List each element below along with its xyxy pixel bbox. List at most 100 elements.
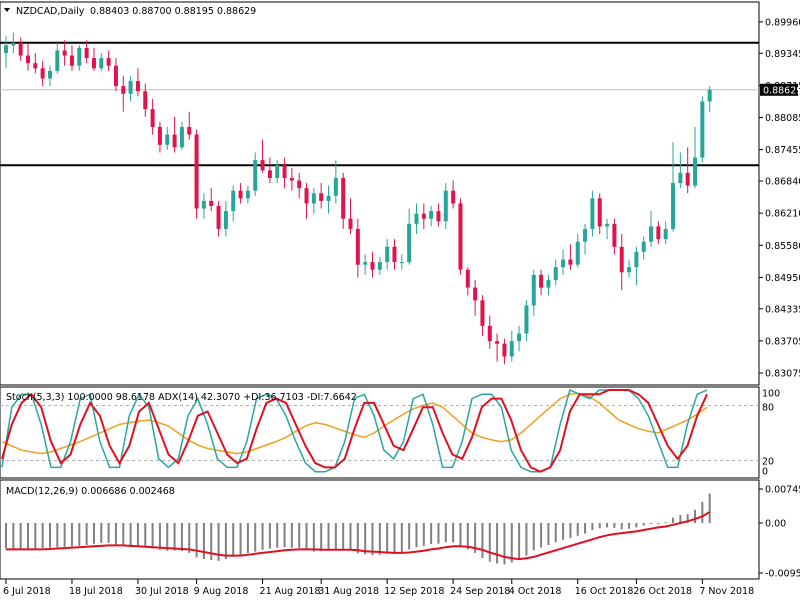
candle-body: [421, 213, 426, 219]
macd-histogram-bar: [356, 523, 359, 554]
candle-body: [238, 190, 243, 199]
macd-histogram-bar: [547, 523, 550, 545]
macd-histogram-bar: [188, 523, 191, 553]
time-tick-label: 26 Oct 2018: [633, 586, 692, 597]
candle-body: [267, 170, 272, 178]
candle: [370, 251, 375, 278]
macd-histogram-bar: [598, 523, 601, 529]
price-panel[interactable]: NZDCAD,Daily 0.88403 0.88700 0.88195 0.8…: [0, 1, 760, 386]
candle-body: [69, 55, 74, 66]
candle-body: [311, 193, 316, 204]
macd-panel[interactable]: MACD(12,26,9) 0.006686 0.002468: [0, 479, 760, 580]
candle-body: [414, 213, 419, 224]
candle: [150, 98, 155, 135]
candle: [385, 239, 390, 270]
candle: [238, 183, 243, 204]
candle-body: [502, 343, 507, 357]
candle-body: [487, 325, 492, 342]
candle: [590, 190, 595, 237]
candle: [495, 333, 500, 362]
macd-histogram-bar: [202, 523, 205, 560]
macd-histogram-bar: [173, 523, 176, 551]
stoch-axis-ticks: 100 80 200: [762, 389, 780, 478]
candle: [40, 60, 45, 87]
candle: [216, 200, 221, 237]
macd-histogram-bar: [224, 523, 227, 560]
candle-body: [531, 274, 536, 306]
time-tick-label: 21 Aug 2018: [260, 586, 321, 597]
candle-body: [341, 177, 346, 219]
candle-body: [568, 259, 573, 265]
candle: [429, 205, 434, 227]
candle-body: [480, 300, 485, 326]
horizontal-levels[interactable]: [0, 41, 759, 167]
candle: [341, 172, 346, 229]
candle: [465, 267, 470, 296]
macd-tick-label: 0.007459: [765, 485, 800, 496]
macd-histogram-bar: [620, 523, 623, 530]
candle: [319, 183, 324, 209]
candle-body: [370, 262, 375, 270]
macd-histogram-bar: [393, 523, 396, 554]
candle: [524, 300, 529, 342]
macd-histogram-bar: [510, 523, 513, 563]
candle: [275, 160, 280, 184]
macd-histogram-bar: [151, 523, 154, 549]
macd-axis: 0.007459 0.00 -0.009534: [759, 485, 800, 580]
candle: [245, 185, 250, 204]
macd-histogram-bar: [422, 523, 425, 546]
price-axis[interactable]: 0.899600.893450.887150.880850.874550.868…: [759, 17, 800, 380]
macd-histogram-bar: [100, 523, 103, 543]
candle: [693, 126, 698, 189]
macd-histogram-bar: [371, 523, 374, 556]
stochastic-panel[interactable]: Stoch(5,3,3) 100.0000 98.6178 ADX(14) 42…: [0, 386, 760, 479]
candle: [363, 254, 368, 275]
candle: [649, 211, 654, 247]
candle: [62, 40, 67, 66]
macd-histogram-bar: [496, 523, 499, 564]
candle: [458, 198, 463, 275]
candle-body: [165, 134, 170, 145]
macd-histogram-bar: [481, 523, 484, 559]
candle-body: [84, 47, 89, 59]
candle: [69, 45, 74, 71]
candle: [33, 52, 38, 74]
candle-body: [539, 274, 544, 288]
macd-histogram-bar: [195, 523, 198, 558]
candle: [575, 234, 580, 268]
macd-histogram-bar: [628, 523, 631, 529]
macd-histogram-bar: [320, 523, 323, 552]
candle: [634, 246, 639, 286]
candle-body: [253, 160, 258, 191]
candle-body: [451, 190, 456, 204]
time-axis: 6 Jul 2018 18 Jul 2018 30 Jul 2018 9 Aug 20…: [3, 579, 754, 597]
chart-ohlc-readout: 0.88403 0.88700 0.88195 0.88629: [90, 6, 256, 17]
candle-body: [363, 262, 368, 265]
candle-body: [685, 172, 690, 186]
candle-body: [634, 251, 639, 268]
macd-histogram-bar: [342, 523, 345, 549]
candle-body: [25, 55, 30, 64]
candle-body: [11, 42, 16, 46]
macd-histogram-bar: [5, 523, 7, 549]
macd-histogram-bar: [298, 523, 301, 549]
candle-body: [458, 203, 463, 270]
candle-body: [33, 63, 38, 69]
macd-histogram-bar: [12, 523, 15, 549]
candle-body: [55, 50, 60, 71]
candle: [128, 75, 133, 102]
macd-histogram-bar: [122, 523, 125, 546]
candle-body: [583, 228, 588, 242]
dropdown-triangle-icon[interactable]: [4, 8, 10, 12]
macd-histogram-bar: [254, 523, 257, 552]
candle-body: [392, 246, 397, 263]
macd-panel-frame: [0, 479, 760, 580]
time-tick-label: 16 Oct 2018: [575, 586, 634, 597]
macd-histogram-bar: [136, 523, 139, 548]
price-tick-label: 0.83075: [765, 369, 800, 380]
candle: [399, 254, 404, 270]
candlestick-series: [4, 32, 712, 365]
